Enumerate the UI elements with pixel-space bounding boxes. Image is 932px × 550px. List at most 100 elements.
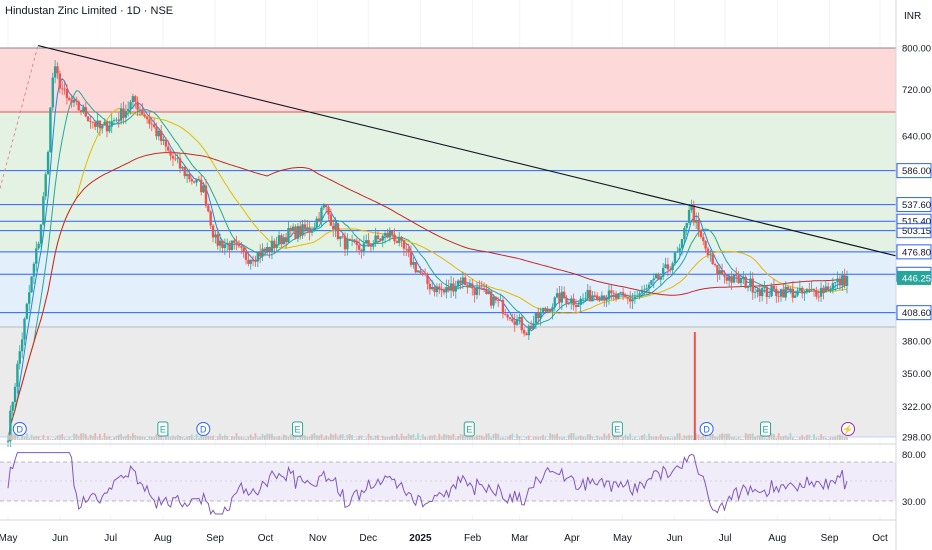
volume-bar — [304, 435, 306, 440]
event-marker-label: E — [160, 425, 166, 435]
volume-bar — [492, 434, 495, 440]
volume-bar — [742, 438, 745, 440]
candle-body — [225, 243, 229, 245]
candle-body — [416, 270, 420, 273]
volume-bar — [141, 436, 144, 440]
candle-body — [775, 288, 778, 296]
candle-body — [388, 230, 391, 238]
x-tick-label: 2025 — [409, 533, 432, 544]
volume-bar — [678, 433, 681, 440]
volume-bar — [172, 435, 174, 440]
volume-bar — [730, 437, 733, 440]
volume-bar — [747, 433, 749, 440]
candle-body — [317, 218, 321, 222]
volume-bar — [666, 436, 669, 440]
candle-body — [355, 241, 358, 245]
volume-bar — [318, 435, 320, 440]
volume-bar — [596, 435, 599, 440]
candle-body — [513, 321, 516, 325]
candle-body — [680, 239, 684, 249]
volume-bar — [560, 437, 563, 440]
candle-body — [673, 252, 677, 264]
candle-body — [527, 325, 531, 336]
volume-bar — [815, 437, 818, 440]
volume-bar — [763, 437, 766, 440]
candle-body — [683, 227, 686, 240]
volume-bar — [226, 436, 229, 440]
horizontal-levels — [0, 170, 896, 314]
volume-bar — [813, 434, 815, 440]
volume-bar — [643, 434, 646, 440]
event-markers[interactable]: D E D E E E D E ⚡ — [12, 421, 856, 437]
candle-body — [398, 237, 401, 243]
candle-body — [706, 248, 710, 256]
volume-bar — [584, 437, 587, 440]
candle-body — [223, 244, 227, 249]
candle-body — [235, 242, 238, 245]
x-tick-label: May — [0, 533, 17, 544]
candle-body — [796, 290, 799, 296]
candle-body — [751, 278, 754, 293]
candle-body — [657, 274, 660, 280]
volume-bar — [787, 437, 789, 440]
candle-body — [94, 122, 97, 127]
volume-bar — [650, 436, 653, 440]
candle-body — [603, 295, 606, 301]
volume-bar — [54, 437, 57, 440]
candle-body — [282, 237, 285, 245]
event-marker-earnings — [157, 421, 169, 437]
candle-body — [626, 297, 630, 299]
volume-bar — [485, 433, 488, 440]
candle-body — [176, 158, 179, 160]
candle-body — [612, 293, 615, 294]
volume-bar — [56, 435, 59, 440]
volume-bar — [58, 434, 61, 440]
volume-bar — [280, 437, 283, 440]
volume-bar — [563, 436, 566, 440]
candle-body — [727, 276, 731, 281]
candle-body — [30, 276, 33, 293]
candle-body — [801, 287, 804, 294]
candle-body — [214, 234, 217, 238]
volume-bar — [502, 437, 504, 440]
candle-body — [438, 286, 441, 290]
candle-body — [390, 230, 394, 235]
volume-bar — [35, 435, 38, 440]
ma-slow-line — [7, 107, 848, 442]
candle-body — [817, 296, 820, 298]
volume-bar — [711, 434, 714, 440]
candle-body — [82, 107, 85, 113]
volume-bar — [728, 433, 731, 440]
candle-body — [327, 206, 330, 215]
volume-bar — [186, 436, 189, 440]
price-axis[interactable]: 800.00 720.00 640.00 380.00 350.00 322.00 298.… — [895, 0, 932, 550]
volume-bar — [440, 436, 443, 440]
candle-body — [346, 238, 349, 250]
candle-body — [534, 313, 538, 324]
trendline[interactable] — [0, 45, 897, 257]
candle-body — [145, 116, 149, 120]
x-tick-label: Nov — [309, 533, 327, 544]
volume-bar — [287, 436, 290, 440]
volume-bar — [33, 437, 35, 440]
x-tick-label: Oct — [872, 533, 888, 544]
candle-body — [593, 295, 597, 297]
candle-body — [197, 178, 201, 180]
candle-body — [209, 211, 212, 226]
candle-body — [753, 292, 757, 293]
candle-body — [77, 101, 80, 111]
candle-body — [407, 248, 410, 252]
candle-body — [501, 300, 505, 314]
volume-bar — [360, 435, 363, 440]
candle-body — [251, 259, 255, 262]
candle-body — [228, 243, 231, 250]
event-marker-label: E — [614, 425, 620, 435]
volume-bar — [388, 436, 391, 440]
volume-bar — [275, 437, 278, 440]
level-badge-6-label: 408.60 — [902, 308, 931, 319]
candle-body — [793, 295, 797, 298]
candle-body — [320, 207, 323, 222]
volume-bar — [443, 434, 445, 440]
volume-bar — [73, 433, 75, 440]
